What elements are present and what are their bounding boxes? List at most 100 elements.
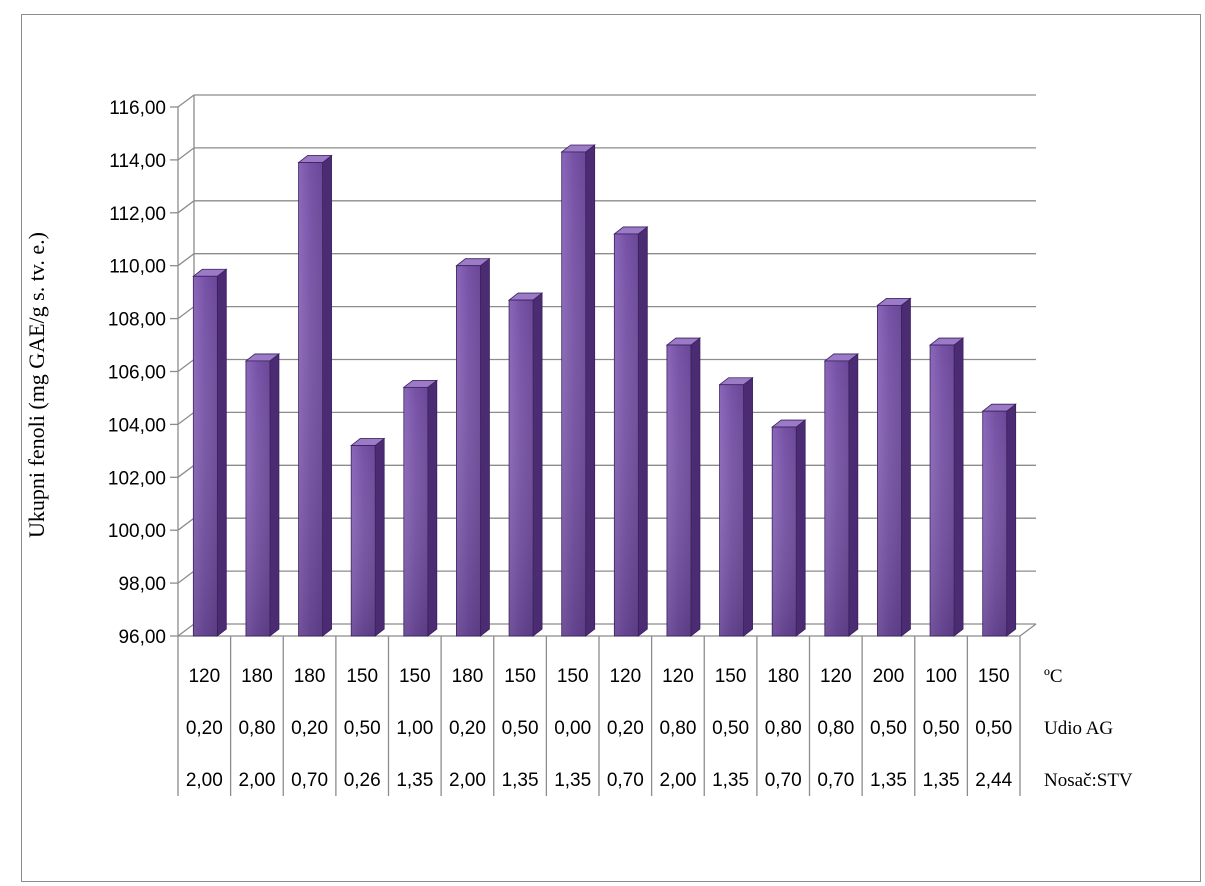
category-label: 0,50	[923, 718, 960, 739]
bar-shade	[456, 265, 481, 636]
bar-side	[322, 154, 332, 637]
category-label: 2,00	[659, 770, 696, 791]
bar	[350, 437, 386, 637]
gridline-depth	[177, 306, 195, 320]
bar-shade	[930, 345, 955, 636]
gridline-depth	[177, 411, 195, 425]
category-label: 0,70	[607, 770, 644, 791]
category-label: 1,35	[396, 770, 433, 791]
category-row-label: Udio AG	[1044, 718, 1113, 739]
category-label: 1,00	[396, 718, 433, 739]
category-row-label: ºC	[1044, 666, 1063, 687]
category-label: 180	[452, 666, 484, 687]
bar	[718, 376, 754, 637]
y-tick-label: 112,00	[109, 204, 166, 225]
bar-side	[532, 292, 543, 637]
category-table: 120 180 180 150 150 180 150 150 120 120 150 180 120 2…	[177, 636, 1133, 796]
bar-shade	[351, 445, 376, 636]
category-label: 180	[294, 666, 326, 687]
category-label: 0,80	[817, 718, 854, 739]
y-tick-label: 98,00	[118, 574, 166, 595]
bar-shade	[245, 360, 270, 636]
bar	[297, 154, 333, 637]
category-label: 0,26	[344, 770, 381, 791]
category-label: 180	[767, 666, 799, 687]
gridline-depth	[177, 147, 195, 161]
category-label: 0,50	[502, 718, 539, 739]
category-label: 0,70	[817, 770, 854, 791]
y-tick-label: 104,00	[108, 415, 166, 436]
bar-side	[216, 268, 227, 637]
category-label: 120	[662, 666, 694, 687]
category-label: 100	[925, 666, 957, 687]
category-label: 1,35	[923, 770, 960, 791]
category-label: 150	[399, 666, 431, 687]
category-label: 0,70	[291, 770, 328, 791]
bar-side	[269, 353, 280, 637]
bar-shade	[614, 233, 639, 636]
bar-shade	[719, 384, 744, 636]
category-label: 2,44	[975, 770, 1012, 791]
bar	[613, 226, 649, 637]
category-label: 120	[609, 666, 641, 687]
gridline-depth	[177, 570, 195, 584]
category-label: 0,80	[659, 718, 696, 739]
y-axis-label: Ukupni fenoli (mg GAE/g s. tv. e.)	[24, 232, 49, 538]
y-tick-label: 110,00	[109, 257, 166, 278]
category-label: 150	[346, 666, 378, 687]
category-label: 0,20	[291, 718, 328, 739]
category-label: 150	[978, 666, 1010, 687]
category-label: 150	[715, 666, 747, 687]
category-label: 0,70	[765, 770, 802, 791]
bar-side	[427, 379, 438, 637]
gridline-depth	[177, 94, 195, 108]
category-label: 180	[241, 666, 273, 687]
gridline-depth	[177, 253, 195, 267]
bar-shade	[982, 411, 1007, 636]
bars	[192, 144, 1017, 637]
category-label: 0,80	[238, 718, 275, 739]
bar-side	[848, 353, 859, 637]
bar-side	[480, 257, 490, 637]
category-label: 120	[820, 666, 852, 687]
bar-side	[795, 419, 806, 637]
y-tick-label: 102,00	[108, 468, 166, 489]
bar-shade	[666, 345, 691, 636]
category-label: 0,50	[870, 718, 907, 739]
category-label: 150	[504, 666, 536, 687]
gridline-depth	[177, 517, 195, 531]
bar	[455, 257, 491, 637]
bar-side	[585, 144, 596, 637]
bar	[665, 337, 702, 637]
gridline-depth	[177, 623, 195, 637]
category-label: 2,00	[238, 770, 275, 791]
bar	[928, 337, 965, 637]
bar-side	[953, 337, 964, 637]
category-label: 2,00	[186, 770, 223, 791]
bar-shade	[877, 305, 902, 636]
category-label: 0,50	[712, 718, 749, 739]
category-label: 0,00	[554, 718, 591, 739]
category-label: 0,20	[449, 718, 486, 739]
gridline-depth	[177, 464, 195, 478]
bar	[507, 292, 544, 637]
bar-shade	[509, 300, 534, 636]
category-label: 120	[188, 666, 220, 687]
bar-shade	[193, 276, 218, 636]
bar-shade	[403, 387, 428, 636]
y-tick-label: 116,00	[109, 98, 166, 119]
bar	[192, 268, 228, 637]
gridline-depth	[177, 358, 195, 373]
category-label: 0,50	[344, 718, 381, 739]
bar	[981, 403, 1017, 637]
y-tick-labels: 96,00 98,00 100,00 102,00 104,00 106,00 108,00…	[108, 98, 166, 648]
category-row-label: Nosač:STV	[1044, 770, 1133, 791]
category-label: 2,00	[449, 770, 486, 791]
bar-side	[1006, 403, 1017, 637]
bar-side	[637, 226, 648, 637]
y-tick-label: 108,00	[108, 310, 166, 331]
y-tick-label: 114,00	[109, 151, 166, 172]
category-label: 200	[873, 666, 905, 687]
bar-side	[901, 297, 911, 637]
